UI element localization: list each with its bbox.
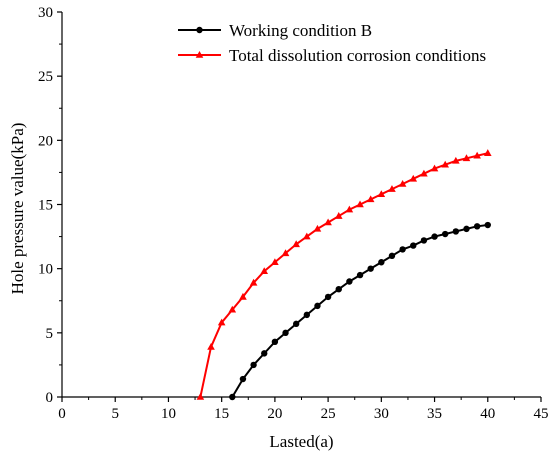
legend-label: Working condition B: [229, 21, 372, 40]
data-point: [367, 265, 374, 272]
data-point: [217, 318, 226, 326]
data-point: [313, 224, 322, 232]
data-point: [345, 205, 354, 213]
axes: [61, 12, 541, 398]
data-point: [292, 240, 300, 248]
x-tick-label: 35: [427, 406, 442, 422]
data-point: [377, 190, 386, 198]
data-point: [303, 311, 311, 319]
data-point: [249, 278, 258, 286]
data-point: [442, 230, 449, 238]
data-point: [228, 305, 237, 313]
data-point: [483, 149, 492, 156]
data-point: [388, 185, 396, 192]
data-point: [473, 223, 481, 230]
y-tick-label: 20: [38, 133, 53, 149]
data-point: [399, 246, 406, 253]
data-point: [473, 151, 481, 159]
x-tick-label: 10: [161, 406, 176, 422]
data-point: [378, 259, 385, 266]
y-tick-label: 5: [46, 326, 54, 342]
y-axis-ticks: 0 5 10 15 20 25 30: [38, 5, 62, 406]
data-point: [261, 350, 268, 357]
x-tick-label: 30: [374, 406, 389, 422]
data-point: [324, 218, 332, 226]
data-point: [462, 154, 471, 162]
data-point: [334, 212, 343, 219]
data-point: [239, 375, 247, 383]
data-point: [420, 237, 428, 244]
data-point: [271, 338, 279, 346]
data-point: [271, 258, 279, 266]
data-point: [356, 200, 364, 208]
data-point: [314, 302, 321, 310]
legend-label: Total dissolution corrosion conditions: [229, 46, 486, 65]
data-point: [207, 342, 215, 350]
data-point: [441, 160, 449, 168]
y-tick-label: 10: [38, 262, 53, 278]
series-1: [229, 221, 491, 401]
legend: Working condition B Total dissolution cor…: [178, 21, 486, 65]
data-point: [282, 329, 289, 337]
data-point: [452, 228, 460, 235]
data-point: [303, 232, 311, 240]
data-point: [431, 233, 438, 240]
data-point: [356, 271, 364, 279]
data-point: [463, 225, 470, 233]
data-point: [229, 393, 236, 401]
data-point: [484, 221, 491, 229]
x-tick-label: 20: [267, 406, 282, 422]
x-tick-label: 25: [321, 406, 336, 422]
y-tick-label: 15: [38, 198, 53, 214]
data-point: [196, 393, 205, 400]
y-tick-label: 30: [38, 5, 53, 21]
data-point: [410, 242, 417, 249]
legend-item: Total dissolution corrosion conditions: [178, 46, 486, 65]
data-point: [366, 195, 375, 203]
data-point: [398, 179, 407, 187]
y-tick-label: 0: [46, 390, 54, 406]
x-tick-label: 45: [534, 406, 549, 422]
data-point: [420, 169, 428, 177]
data-point: [239, 292, 247, 300]
data-point: [430, 164, 439, 172]
data-point: [335, 286, 342, 293]
x-tick-label: 5: [111, 406, 119, 422]
data-point: [260, 267, 269, 275]
x-tick-label: 15: [214, 406, 229, 422]
data-point: [452, 156, 460, 164]
data-point: [409, 174, 418, 182]
x-axis-label: Lasted(a): [269, 432, 333, 451]
data-point: [281, 249, 290, 257]
series-2: [196, 149, 492, 400]
data-point: [346, 278, 353, 285]
x-axis-ticks: 0 5 10 15 20 25 30 35 40 45: [58, 397, 549, 422]
series-layer: [196, 149, 492, 401]
legend-marker: [196, 26, 203, 34]
data-point: [250, 361, 257, 369]
legend-item: Working condition B: [178, 21, 372, 40]
x-tick-label: 0: [58, 406, 66, 422]
y-axis-label: Hole pressure value(kPa): [8, 123, 27, 295]
y-tick-label: 25: [38, 69, 53, 85]
data-point: [292, 320, 300, 328]
data-point: [324, 293, 332, 301]
legend-marker: [195, 51, 204, 58]
series-line: [199, 152, 489, 398]
x-tick-label: 40: [480, 406, 495, 422]
series-line: [231, 224, 488, 398]
data-point: [388, 252, 396, 260]
